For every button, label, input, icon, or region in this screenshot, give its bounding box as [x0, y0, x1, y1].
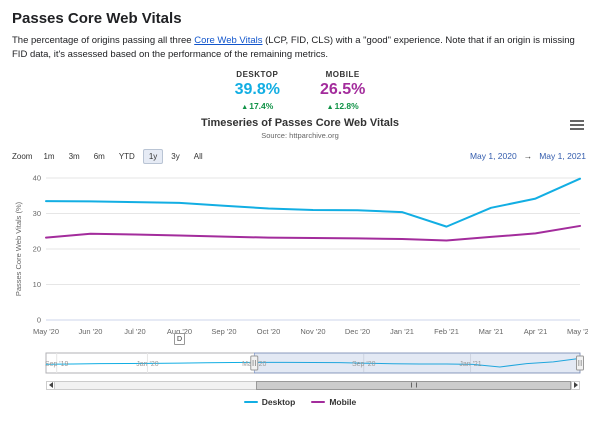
legend-item-desktop[interactable]: Desktop — [243, 396, 296, 407]
x-axis-tick-label: Oct '20 — [257, 327, 281, 336]
navigator-series-line — [45, 357, 581, 368]
y-axis-tick-label: 0 — [37, 315, 41, 324]
up-arrow-icon: ▲ — [241, 103, 249, 111]
zoom-button-ytd[interactable]: YTD — [113, 149, 141, 164]
legend-label: Desktop — [261, 396, 296, 407]
navigator-axis-label: Sep '20 — [352, 361, 376, 368]
summary-stats: DESKTOP 39.8% ▲17.4% MOBILE 26.5% ▲12.8% — [12, 70, 588, 111]
navigator-selected-range[interactable] — [254, 352, 581, 373]
page-description: The percentage of origins passing all th… — [12, 34, 588, 62]
hamburger-icon — [570, 127, 584, 130]
x-axis-tick-label: Apr '21 — [524, 327, 548, 336]
timeseries-chart-card: Timeseries of Passes Core Web Vitals Sou… — [12, 117, 593, 407]
main-chart-svg[interactable]: 0 10 20 30 40 Passes Core Web Vitals (%) May '… — [12, 168, 593, 346]
up-arrow-icon: ▲ — [326, 103, 334, 111]
description-text-after: (LCP, FID, CLS) with a "good" experience… — [12, 35, 575, 60]
stat-mobile-change-value: 12.8% — [334, 100, 359, 111]
report-page: Passes Core Web Vitals The percentage of… — [12, 10, 593, 407]
y-axis-title: Passes Core Web Vitals (%) — [14, 201, 23, 296]
x-axis-tick-label: Mar '21 — [479, 327, 504, 336]
hamburger-icon — [570, 123, 584, 126]
stat-mobile-label: MOBILE — [325, 69, 360, 79]
page-title: Passes Core Web Vitals — [12, 10, 182, 27]
x-axis-tick-label: Feb '21 — [434, 327, 459, 336]
navigator-axis-label: Jan '21 — [459, 361, 481, 368]
left-triangle-icon — [48, 382, 53, 389]
stat-desktop-value: 39.8% — [234, 80, 280, 98]
desktop-series-line[interactable] — [45, 177, 581, 228]
flag-marker[interactable]: D — [174, 332, 185, 345]
scrollbar-thumb[interactable] — [256, 380, 571, 390]
stat-mobile: MOBILE 26.5% ▲12.8% — [320, 70, 365, 111]
x-axis-tick-label: Jun '20 — [79, 327, 103, 336]
x-axis-tick-label: Nov '20 — [300, 327, 325, 336]
y-axis-tick-label: 10 — [33, 280, 41, 289]
legend-line-marker — [243, 400, 258, 403]
legend-line-marker — [311, 400, 326, 403]
stat-desktop-change-value: 17.4% — [249, 100, 274, 111]
thumb-grip-icon — [410, 382, 417, 388]
stat-desktop: DESKTOP 39.8% ▲17.4% — [235, 70, 280, 111]
x-axis-tick-label: Dec '20 — [345, 327, 370, 336]
core-web-vitals-link[interactable]: Core Web Vitals — [194, 35, 263, 46]
chart-header: Timeseries of Passes Core Web Vitals Sou… — [12, 117, 588, 140]
legend-item-mobile[interactable]: Mobile — [311, 397, 356, 407]
scrollbar-track[interactable] — [55, 380, 571, 390]
stat-desktop-change: ▲17.4% — [235, 101, 280, 111]
x-axis-tick-label: Jul '20 — [124, 327, 145, 336]
navigator-axis-label: Jan '20 — [136, 361, 158, 368]
stat-mobile-value: 26.5% — [320, 80, 366, 98]
navigator-axis-label: Sep '19 — [45, 361, 69, 368]
chart-title: Timeseries of Passes Core Web Vitals — [200, 116, 400, 129]
chart-scrollbar — [46, 380, 580, 390]
description-text-before: The percentage of origins passing all th… — [12, 35, 195, 46]
zoom-buttons: 1m 3m 6m YTD 1y 3y All — [37, 148, 209, 164]
zoom-button-all[interactable]: All — [188, 149, 209, 164]
range-to-input[interactable]: May 1, 2021 — [539, 151, 586, 162]
plot-area: 0 10 20 30 40 Passes Core Web Vitals (%) May '… — [12, 168, 593, 407]
range-selector: Zoom 1m 3m 6m YTD 1y 3y All May 1, 2020 → May … — [12, 148, 588, 164]
scrollbar-right-arrow[interactable] — [571, 380, 580, 390]
zoom-button-3y[interactable]: 3y — [165, 149, 185, 164]
range-from-input[interactable]: May 1, 2020 — [469, 151, 517, 162]
y-axis-tick-label: 40 — [33, 173, 41, 182]
stat-mobile-change: ▲12.8% — [320, 101, 365, 111]
zoom-button-1m[interactable]: 1m — [37, 149, 60, 164]
chart-context-menu-button[interactable] — [568, 118, 586, 132]
y-axis-tick-label: 20 — [33, 244, 41, 253]
right-triangle-icon — [573, 382, 578, 389]
x-axis-tick-label: Aug '20 — [167, 327, 192, 336]
chart-source: Source: httparchive.org — [261, 130, 339, 140]
zoom-button-6m[interactable]: 6m — [88, 149, 111, 164]
x-axis-tick-label: May '21 — [567, 327, 588, 336]
legend-label: Mobile — [329, 396, 357, 407]
mobile-series-line[interactable] — [45, 224, 581, 242]
stat-desktop-label: DESKTOP — [236, 69, 279, 79]
chart-legend: Desktop Mobile — [12, 397, 588, 407]
range-arrow-icon: → — [523, 151, 533, 162]
scrollbar-left-arrow[interactable] — [46, 380, 55, 390]
navigator-handle-left[interactable] — [250, 355, 259, 371]
zoom-button-1y[interactable]: 1y — [142, 148, 164, 164]
navigator-svg[interactable]: Sep '19 Jan '20 May '20 Sep '20 Jan '21 — [12, 351, 588, 375]
navigator-handle-right[interactable] — [576, 355, 584, 371]
x-axis-tick-label: May '20 — [33, 327, 59, 336]
hamburger-icon — [570, 119, 584, 122]
range-inputs: May 1, 2020 → May 1, 2021 — [468, 150, 588, 162]
zoom-button-3m[interactable]: 3m — [63, 149, 86, 164]
x-axis-tick-label: Jan '21 — [390, 327, 414, 336]
y-axis-tick-label: 30 — [33, 209, 41, 218]
x-axis-tick-label: Sep '20 — [211, 327, 236, 336]
zoom-label: Zoom — [12, 151, 33, 161]
